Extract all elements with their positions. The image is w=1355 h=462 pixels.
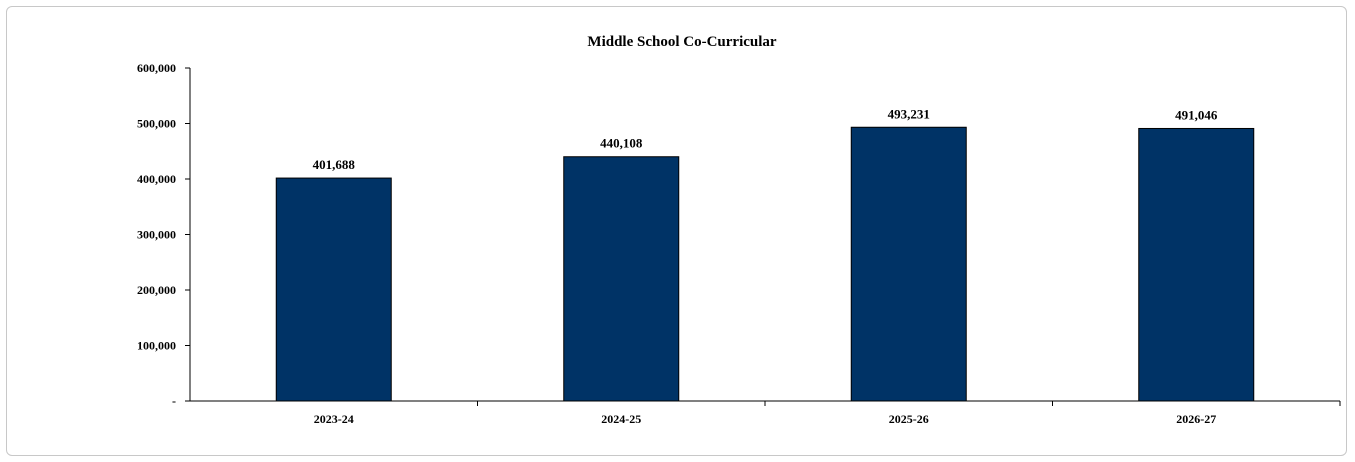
y-tick-label: 400,000	[137, 172, 176, 186]
data-label: 401,688	[313, 157, 356, 172]
data-label: 493,231	[888, 106, 930, 121]
bar	[1138, 127, 1255, 402]
y-tick-label: 600,000	[137, 61, 176, 75]
bar	[563, 156, 680, 402]
data-label: 440,108	[600, 136, 643, 151]
y-tick-label: 500,000	[137, 117, 176, 131]
y-tick-label: 200,000	[137, 283, 176, 297]
y-tick-label: 300,000	[137, 228, 176, 242]
chart-title: Middle School Co-Curricular	[587, 34, 776, 50]
x-tick-label: 2025-26	[889, 412, 929, 426]
chart-bars: 401,688 440,108 493,231 491,046	[275, 106, 1255, 402]
data-label: 491,046	[1175, 107, 1218, 122]
y-tick-label: -	[172, 394, 176, 408]
x-tick-label: 2024-25	[601, 412, 641, 426]
bar	[850, 126, 967, 402]
y-tick-label: 100,000	[137, 339, 176, 353]
x-tick-label: 2026-27	[1176, 412, 1216, 426]
bar	[275, 177, 392, 402]
x-tick-label: 2023-24	[314, 412, 354, 426]
